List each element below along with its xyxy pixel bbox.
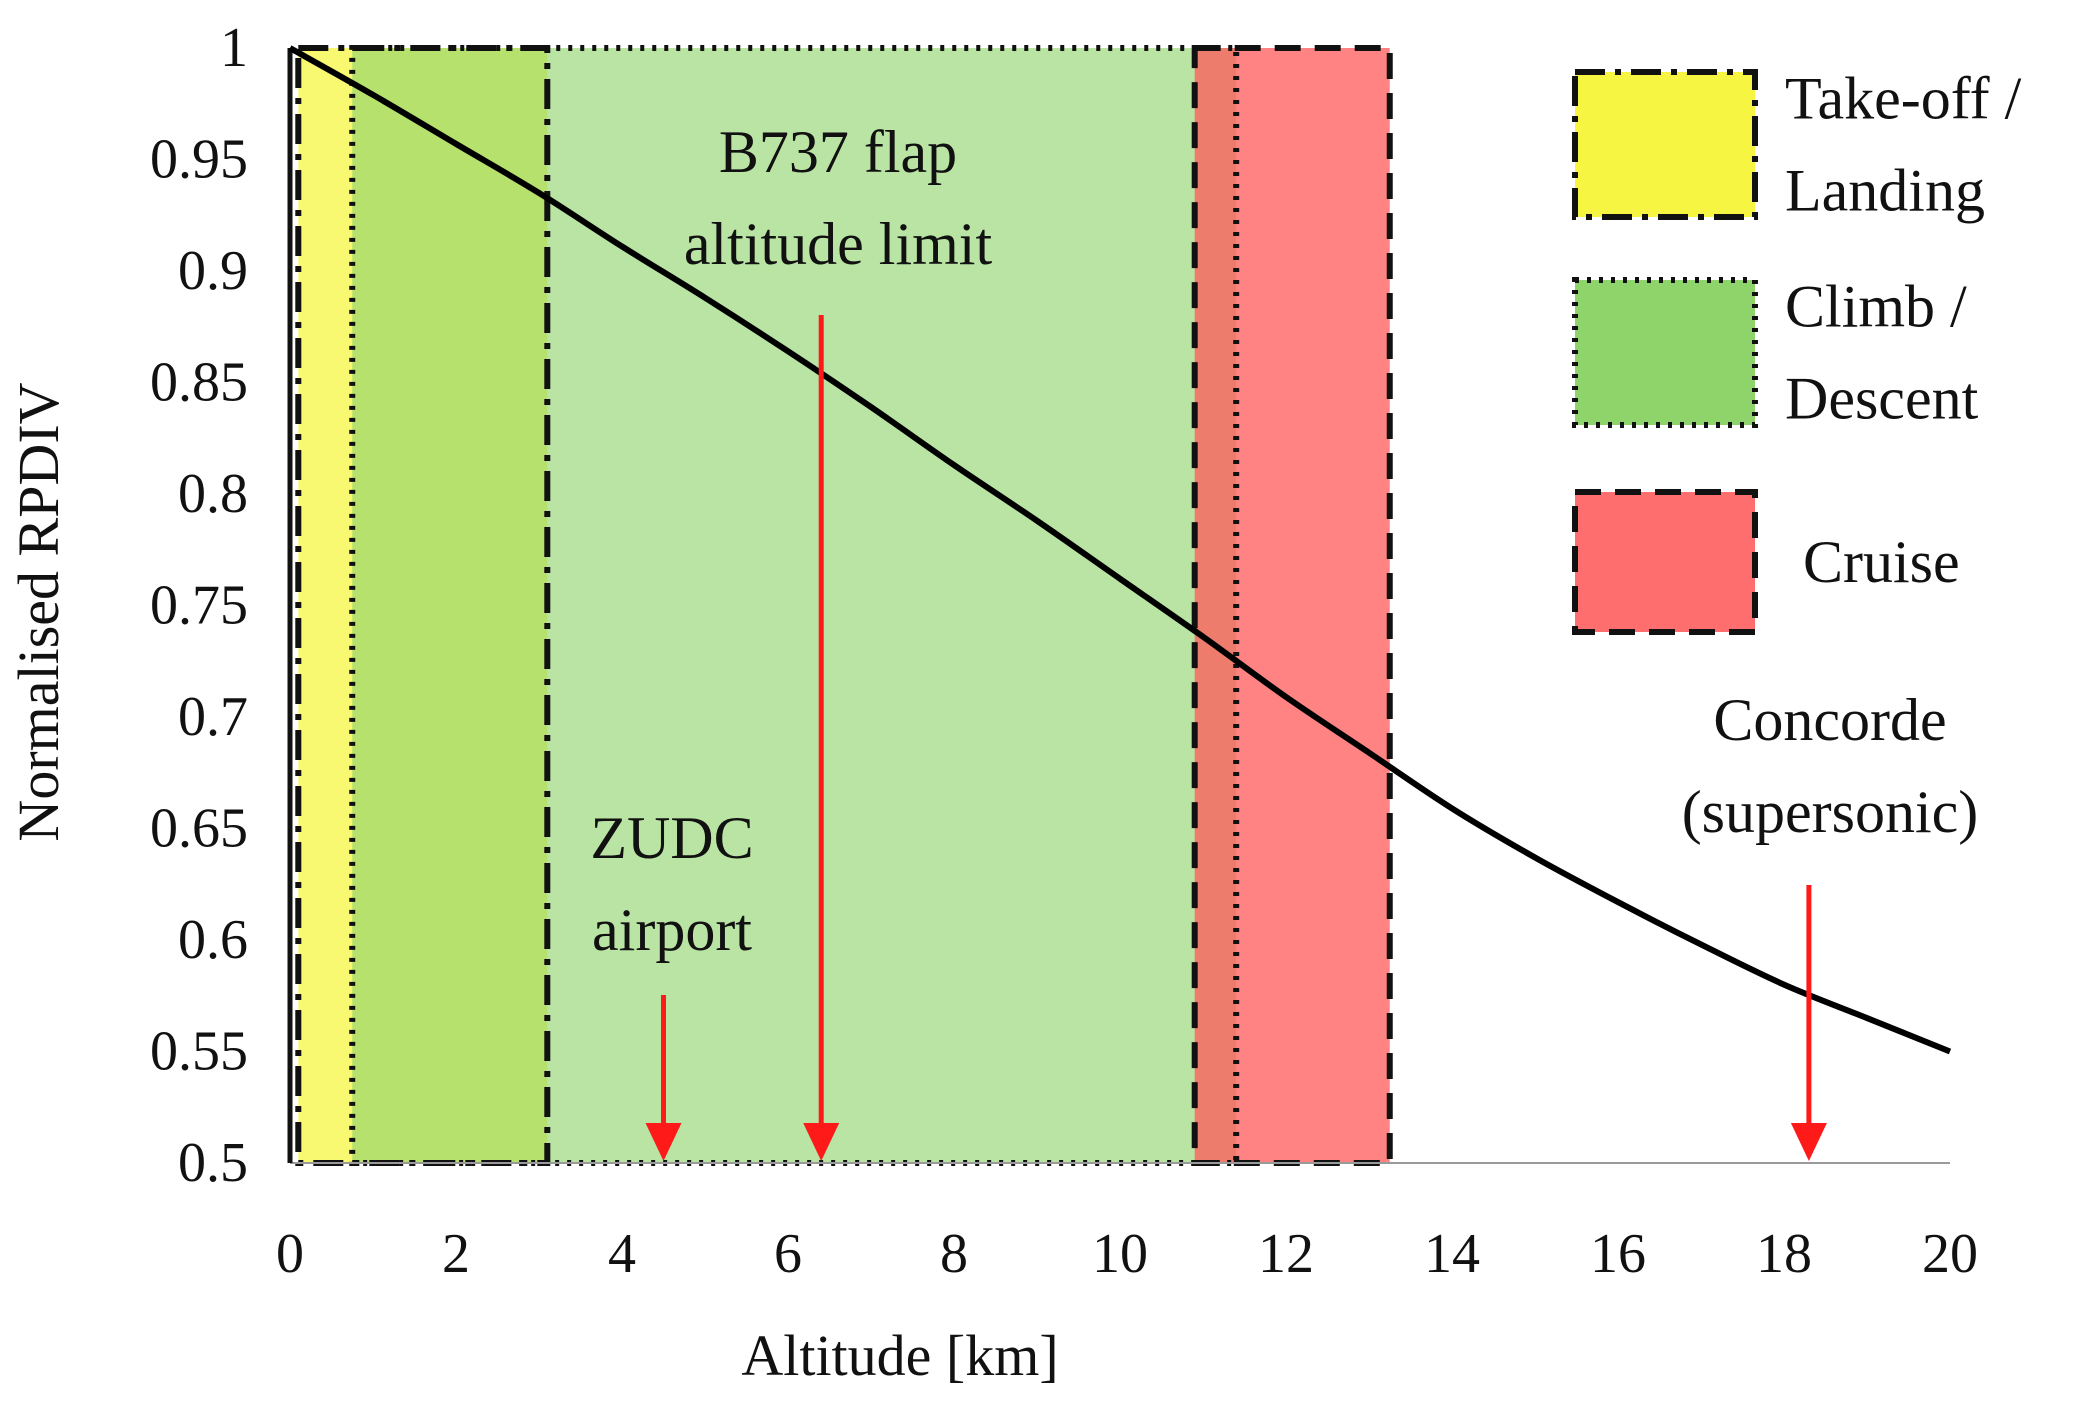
y-axis-title: Normalised RPDIV — [6, 382, 71, 841]
annotation-label: airport — [592, 897, 752, 963]
y-tick-label: 0.75 — [150, 575, 248, 637]
x-tick-label: 12 — [1258, 1223, 1314, 1285]
region-fill-2 — [1194, 48, 1390, 1163]
legend-label: Climb / — [1785, 274, 1967, 340]
legend: Take-off / Landing Climb / Descent Cruise — [1572, 66, 2022, 635]
legend-label: Descent — [1785, 366, 1979, 432]
y-tick-label: 0.55 — [150, 1021, 248, 1083]
axes: 0 2 4 6 8 10 12 14 16 18 20 0.5 0.55 0.6 0.65 0.7 0.75 0.… — [150, 17, 1978, 1285]
region-border-1 — [349, 45, 1240, 1166]
x-tick-label: 10 — [1092, 1223, 1148, 1285]
y-tick-label: 0.85 — [150, 352, 248, 414]
y-tick-label: 0.65 — [150, 798, 248, 860]
region-fill-1 — [352, 48, 1237, 1163]
y-tick-label: 0.6 — [178, 909, 248, 971]
x-tick-label: 14 — [1424, 1223, 1480, 1285]
legend-label: Cruise — [1803, 529, 1960, 595]
x-tick-label: 20 — [1922, 1223, 1978, 1285]
annotation-arrowhead — [645, 1123, 682, 1161]
y-tick-label: 1 — [220, 17, 248, 79]
legend-swatch — [1572, 489, 1758, 635]
legend-swatch — [1572, 277, 1758, 428]
x-tick-label: 0 — [276, 1223, 304, 1285]
legend-label: Take-off / — [1785, 66, 2022, 132]
y-tick-label: 0.8 — [178, 463, 248, 525]
x-tick-label: 16 — [1590, 1223, 1646, 1285]
legend-swatch — [1572, 69, 1758, 220]
annotations: ZUDC airport B737 flap altitude limit Concor… — [590, 119, 1978, 1161]
y-tick-label: 0.9 — [178, 240, 248, 302]
x-tick-label: 4 — [608, 1223, 636, 1285]
x-tick-label: 6 — [774, 1223, 802, 1285]
annotation-label: (supersonic) — [1682, 779, 1979, 845]
region-border-0 — [295, 45, 551, 1166]
annotation-label: altitude limit — [684, 211, 993, 277]
series-line-0 — [288, 45, 1952, 1055]
y-tick-label: 0.95 — [150, 129, 248, 191]
legend-label: Landing — [1785, 158, 1985, 224]
annotation-label: ZUDC — [590, 805, 753, 871]
annotation-label: Concorde — [1713, 687, 1946, 753]
x-tick-label: 18 — [1756, 1223, 1812, 1285]
y-tick-label: 0.7 — [178, 686, 248, 748]
annotation-arrowhead — [1790, 1123, 1827, 1161]
y-tick-label: 0.5 — [178, 1132, 248, 1194]
annotation-arrowhead — [803, 1123, 840, 1161]
x-axis-title: Altitude [km] — [741, 1323, 1058, 1388]
x-tick-label: 2 — [442, 1223, 470, 1285]
x-tick-label: 8 — [940, 1223, 968, 1285]
series-layer — [288, 45, 1952, 1055]
annotation-label: B737 flap — [719, 119, 957, 185]
